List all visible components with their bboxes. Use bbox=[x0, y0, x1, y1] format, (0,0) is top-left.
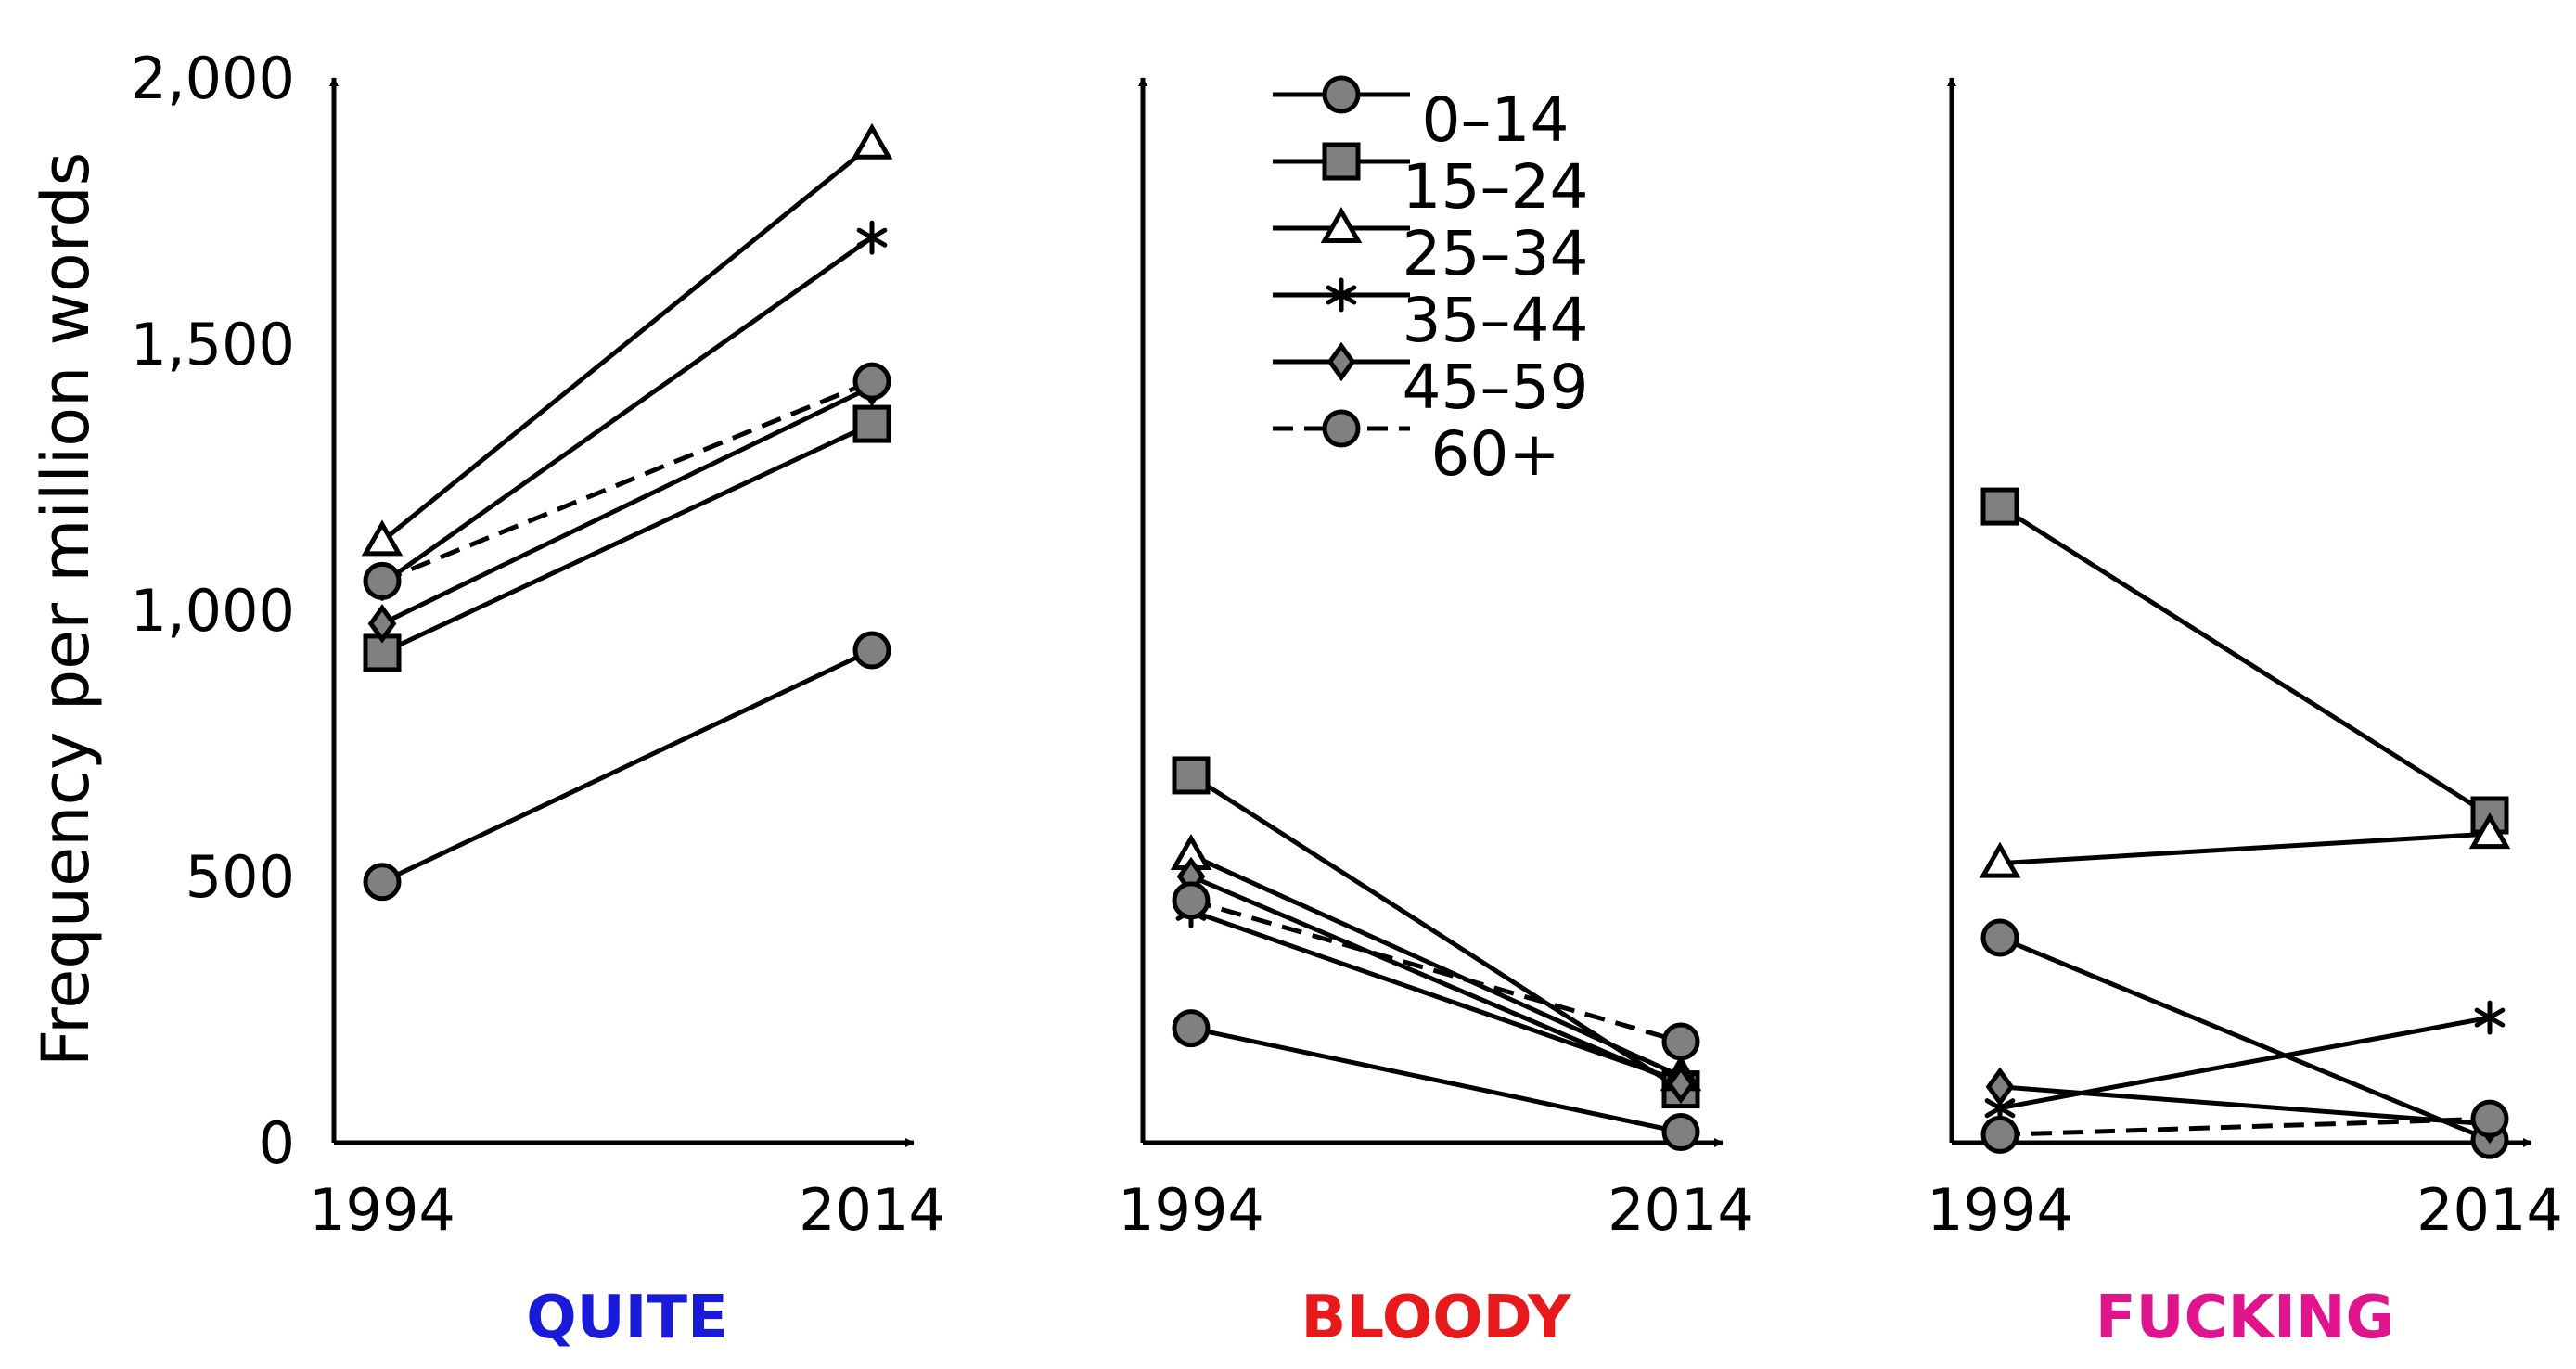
legend-marker bbox=[1320, 206, 1363, 243]
series-line-diamond bbox=[1190, 874, 1682, 1087]
legend-marker bbox=[1322, 142, 1361, 181]
data-point bbox=[1980, 487, 2019, 526]
data-point bbox=[2470, 1099, 2509, 1138]
legend-label: 15–24 bbox=[1403, 151, 1589, 223]
y-tick-label: 500 bbox=[186, 843, 295, 911]
data-point bbox=[1985, 1067, 2015, 1107]
panel-fucking: 1994 2014 FUCKING bbox=[1927, 77, 2563, 1352]
data-point bbox=[363, 561, 402, 600]
legend-item: 15–24 bbox=[1273, 142, 1589, 223]
legend-label: 35–44 bbox=[1403, 285, 1589, 356]
panel-title: QUITE bbox=[526, 1284, 728, 1352]
legend-marker bbox=[1326, 341, 1356, 382]
y-tick-label: 0 bbox=[259, 1109, 295, 1177]
data-point bbox=[367, 604, 397, 644]
data-point bbox=[852, 362, 891, 401]
x-tick-label: 2014 bbox=[1608, 1176, 1754, 1244]
x-tick-label: 1994 bbox=[309, 1176, 455, 1244]
data-point bbox=[1979, 841, 2021, 878]
legend-item: 45–59 bbox=[1273, 341, 1589, 423]
series-line-triangle bbox=[380, 142, 874, 544]
data-point bbox=[852, 404, 891, 443]
x-tick-label: 2014 bbox=[799, 1176, 945, 1244]
data-point bbox=[851, 122, 893, 160]
series-line-square bbox=[380, 421, 874, 656]
legend-item: 25–34 bbox=[1273, 206, 1589, 289]
panel-title: BLOODY bbox=[1301, 1284, 1572, 1352]
series-line-circle-dashed bbox=[381, 378, 873, 583]
data-point bbox=[1661, 1022, 1700, 1061]
legend-marker bbox=[1326, 277, 1357, 313]
y-axis-label: Frequency per million words bbox=[28, 152, 104, 1067]
legend-label: 45–59 bbox=[1403, 352, 1589, 423]
data-point bbox=[856, 220, 888, 255]
data-point bbox=[1666, 1064, 1696, 1105]
series-line-triangle bbox=[1189, 852, 1683, 1079]
series-line-square bbox=[1998, 504, 2492, 818]
x-tick-label: 1994 bbox=[1118, 1176, 1264, 1244]
legend-marker bbox=[1322, 409, 1361, 448]
data-point bbox=[363, 863, 402, 902]
series-line-circle bbox=[380, 647, 874, 885]
legend-item: 0–14 bbox=[1273, 75, 1570, 156]
legend-label: 0–14 bbox=[1422, 84, 1570, 156]
data-point bbox=[852, 631, 891, 670]
panel-title: FUCKING bbox=[2095, 1284, 2394, 1352]
y-tick-label: 1,500 bbox=[131, 311, 296, 378]
series-line-circle-dashed bbox=[1999, 1116, 2491, 1137]
data-point bbox=[361, 519, 404, 557]
data-point bbox=[2468, 812, 2511, 850]
series-line-circle-dashed bbox=[1190, 898, 1682, 1044]
series-line-circle bbox=[1190, 1026, 1682, 1134]
y-tick-label: 1,000 bbox=[131, 577, 296, 645]
legend-label: 60+ bbox=[1430, 418, 1559, 490]
panel-bloody: 1994 2014 BLOODY bbox=[1118, 77, 1754, 1352]
data-point bbox=[2474, 1000, 2506, 1035]
data-point bbox=[1980, 1115, 2019, 1154]
data-point bbox=[1980, 918, 2019, 957]
y-tick-label: 2,000 bbox=[131, 45, 296, 112]
series-line-circle bbox=[1999, 935, 2491, 1143]
legend-item: 35–44 bbox=[1273, 277, 1589, 356]
series-line-star bbox=[1190, 908, 1682, 1084]
data-point bbox=[1661, 1113, 1700, 1152]
data-point bbox=[1172, 1009, 1211, 1048]
series-line-star bbox=[380, 236, 874, 586]
x-tick-label: 1994 bbox=[1927, 1176, 2073, 1244]
data-point bbox=[1172, 881, 1211, 920]
legend-item: 60+ bbox=[1273, 409, 1560, 490]
x-tick-label: 2014 bbox=[2416, 1176, 2563, 1244]
panel-quite: 0 500 1,000 1,500 2,000 1994 2014 QUITE bbox=[131, 45, 945, 1352]
series-line-diamond bbox=[380, 384, 874, 626]
series-line-diamond bbox=[1999, 1084, 2491, 1127]
legend-marker bbox=[1322, 75, 1361, 114]
legend-label: 25–34 bbox=[1403, 218, 1589, 289]
data-point bbox=[1172, 756, 1211, 795]
series-line-triangle bbox=[1999, 831, 2491, 866]
